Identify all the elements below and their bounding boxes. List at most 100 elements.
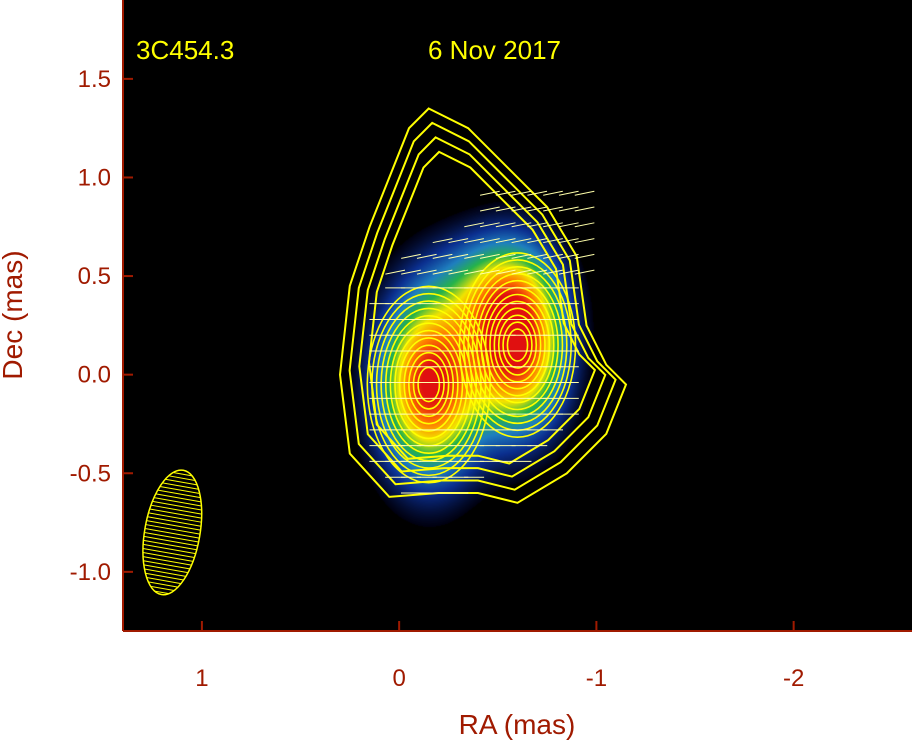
contour-envelope: [338, 107, 628, 504]
pol-vector: [574, 269, 595, 275]
pol-vector: [511, 190, 532, 196]
contours: [338, 107, 628, 504]
pol-vector: [479, 253, 500, 259]
x-tick-label: -1: [586, 665, 607, 692]
pol-vector: [448, 253, 469, 259]
pol-vector: [527, 269, 548, 275]
pol-vector: [479, 206, 500, 212]
beam-hatch: [143, 564, 189, 574]
contour-level: [471, 272, 564, 418]
pol-vector: [543, 222, 563, 228]
pol-vector: [558, 253, 579, 259]
beam-hatch: [168, 475, 196, 481]
beam-ellipse: [142, 469, 203, 596]
x-tick-label: -2: [783, 665, 804, 692]
polarization-vectors: [369, 190, 595, 494]
beam-hatch: [150, 585, 175, 592]
pol-vector: [432, 238, 453, 244]
pol-vector: [543, 269, 563, 275]
beam-hatch: [143, 556, 192, 566]
contour-level: [417, 366, 441, 403]
pol-vector: [432, 253, 453, 259]
pol-vector: [495, 222, 516, 228]
beam-hatch: [154, 590, 169, 595]
pol-vector: [527, 253, 548, 259]
pol-vector: [511, 269, 532, 275]
beam-hatch: [150, 504, 202, 515]
beam-hatch: [162, 482, 199, 490]
y-tick-label: -1.0: [70, 559, 111, 586]
pol-vector: [511, 206, 532, 212]
beam-hatch: [155, 493, 202, 503]
beam-hatch: [144, 528, 200, 539]
contour-level: [394, 329, 464, 440]
contour-level: [484, 293, 551, 397]
pol-vector: [432, 269, 453, 275]
y-tick-label: 1.0: [78, 164, 111, 191]
pol-vector: [558, 238, 579, 244]
pol-vector: [558, 269, 579, 275]
x-axis-title: RA (mas): [459, 709, 576, 740]
pol-vector: [479, 269, 500, 275]
contour-level: [384, 314, 473, 455]
contour-level: [489, 300, 546, 390]
pol-vector: [543, 238, 563, 244]
source-label: 3C454.3: [136, 35, 234, 65]
pol-vector: [543, 206, 563, 212]
axes: 1.5 1.0 0.5 0.0 -0.5 -1.0 1 0 -1 -2: [70, 0, 912, 692]
beam-hatch: [145, 572, 184, 581]
y-tick-label: 0.0: [78, 362, 111, 389]
pol-vector: [543, 190, 563, 196]
beam-hatch: [152, 500, 202, 511]
pol-vector: [527, 238, 548, 244]
beam-hatch: [153, 497, 202, 507]
pol-vector: [495, 253, 516, 259]
pol-vector: [416, 269, 437, 275]
pol-vector: [511, 238, 532, 244]
pol-vector: [558, 190, 579, 196]
beam-hatch: [143, 543, 196, 555]
beam-hatch: [149, 508, 202, 519]
pol-vector: [558, 206, 579, 212]
pol-vector: [401, 253, 421, 259]
contour-level: [380, 307, 478, 462]
pol-vector: [416, 253, 437, 259]
pol-vector: [511, 253, 532, 259]
x-tick-label: 1: [195, 665, 208, 692]
pol-vector: [464, 222, 485, 228]
beam-hatch: [146, 577, 182, 585]
beam-hatch: [144, 568, 187, 577]
pol-vector: [464, 269, 485, 275]
contour-level: [497, 314, 538, 376]
contour-level: [375, 300, 482, 469]
beam-hatch: [144, 531, 199, 543]
contour-level: [403, 344, 455, 425]
pol-vector: [574, 253, 595, 259]
contour-level: [476, 279, 559, 411]
y-tick-label: -0.5: [70, 460, 111, 487]
beam-outline: [142, 469, 203, 596]
beam-hatch: [172, 472, 193, 477]
pol-vector: [527, 190, 548, 196]
contour-level: [467, 266, 568, 425]
pol-vector: [574, 238, 595, 244]
contour-level: [502, 321, 533, 369]
beam-hatch: [159, 485, 200, 494]
x-tick-label: 0: [392, 665, 405, 692]
pol-vector: [543, 253, 563, 259]
pol-vector: [464, 238, 485, 244]
beam-hatch: [142, 547, 195, 559]
pol-vector: [479, 238, 500, 244]
beam-hatch: [146, 520, 201, 531]
contour-level: [493, 307, 542, 383]
contour-envelope: [348, 121, 617, 491]
pol-vector: [527, 222, 548, 228]
pol-vector: [401, 269, 421, 275]
beam-hatch: [143, 539, 197, 551]
pol-vector: [448, 269, 469, 275]
contour-level: [408, 351, 450, 418]
contour-level: [412, 359, 445, 410]
contour-level: [506, 328, 529, 362]
beam-hatch: [157, 489, 201, 499]
pol-vector: [511, 222, 532, 228]
